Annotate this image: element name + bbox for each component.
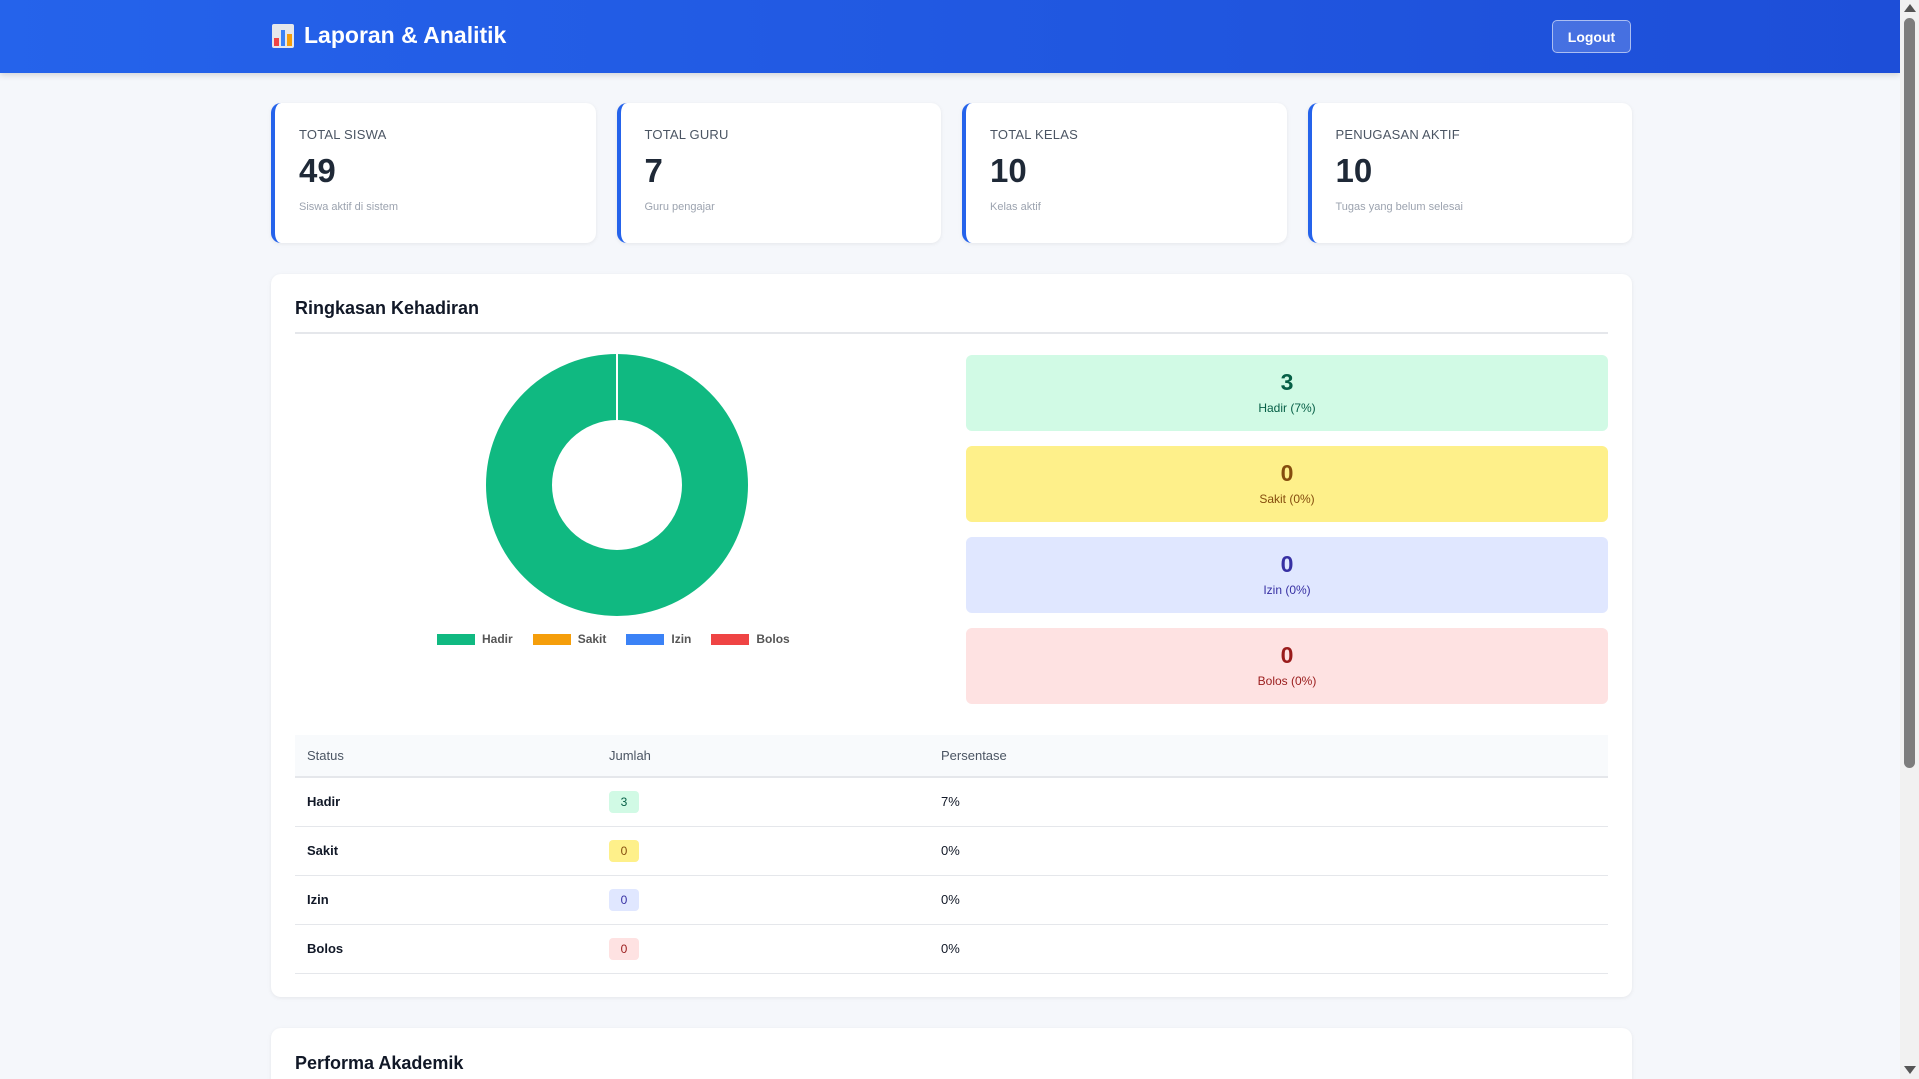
summary-label: Sakit (0%) (1259, 492, 1315, 506)
page-scrollbar[interactable] (1900, 0, 1919, 1079)
stat-subtitle: Siswa aktif di sistem (299, 201, 399, 213)
stat-subtitle: Tugas yang belum selesai (1335, 201, 1463, 213)
attendance-title: Ringkasan Kehadiran (295, 298, 480, 318)
academic-panel: Performa Akademik (271, 1028, 1632, 1079)
stat-card-kelas: TOTAL KELAS 10 Kelas aktif (962, 103, 1287, 243)
stat-card-siswa: TOTAL SISWA 49 Siswa aktif di sistem (271, 103, 596, 243)
divider (295, 332, 1608, 334)
donut-svg (486, 354, 748, 616)
attendance-table: Status Jumlah Persentase Hadir 3 7% Saki… (295, 735, 1608, 974)
summary-value: 0 (1280, 551, 1294, 577)
legend-swatch (626, 633, 665, 645)
summary-value: 3 (1280, 369, 1294, 395)
legend-item-sakit[interactable]: Sakit (532, 632, 607, 646)
row-percent: 7% (929, 777, 1608, 827)
count-badge: 0 (609, 839, 639, 862)
stat-subtitle: Guru pengajar (644, 201, 715, 213)
column-header-status: Status (295, 735, 597, 778)
column-header-persentase: Persentase (929, 735, 1608, 778)
stat-card-penugasan: PENUGASAN AKTIF 10 Tugas yang belum sele… (1307, 103, 1632, 243)
stat-value: 7 (644, 152, 663, 189)
bar-chart-icon (272, 23, 294, 48)
stat-card-guru: TOTAL GURU 7 Guru pengajar (616, 103, 941, 243)
summary-label: Izin (0%) (1263, 583, 1311, 597)
count-badge: 3 (609, 790, 639, 813)
logout-button[interactable]: Logout (1552, 20, 1631, 53)
column-header-jumlah: Jumlah (597, 735, 929, 778)
table-row: Bolos 0 0% (295, 924, 1608, 974)
academic-title: Performa Akademik (295, 1053, 464, 1073)
brand: Laporan & Analitik (272, 22, 506, 49)
summary-bolos: 0 Bolos (0%) (966, 628, 1608, 704)
row-percent: 0% (929, 875, 1608, 925)
table-row: Izin 0 0% (295, 875, 1608, 925)
scroll-up-arrow-icon[interactable] (1904, 4, 1916, 12)
app-header: Laporan & Analitik Logout (0, 0, 1900, 73)
row-status: Bolos (295, 924, 597, 974)
attendance-summary: 3 Hadir (7%) 0 Sakit (0%) 0 Izin (0%) 0 … (966, 355, 1608, 719)
attendance-panel: Ringkasan Kehadiran Hadir Sakit Izin Bolos … (271, 274, 1632, 997)
attendance-donut-chart (486, 354, 748, 616)
stat-label: PENUGASAN AKTIF (1335, 127, 1460, 142)
stat-label: TOTAL KELAS (990, 127, 1078, 142)
row-status: Izin (295, 875, 597, 925)
legend-swatch (711, 633, 750, 645)
legend-item-bolos[interactable]: Bolos (711, 632, 790, 646)
row-status: Hadir (295, 777, 597, 827)
summary-value: 0 (1280, 460, 1294, 486)
summary-sakit: 0 Sakit (0%) (966, 446, 1608, 522)
chart-legend: Hadir Sakit Izin Bolos (437, 632, 790, 646)
legend-label: Hadir (482, 632, 513, 646)
stat-value: 10 (990, 152, 1027, 189)
legend-item-hadir[interactable]: Hadir (437, 632, 513, 646)
summary-label: Bolos (0%) (1257, 674, 1317, 688)
legend-swatch (437, 633, 475, 645)
legend-label: Bolos (756, 632, 790, 646)
scroll-down-arrow-icon[interactable] (1904, 1066, 1916, 1074)
table-row: Sakit 0 0% (295, 826, 1608, 876)
legend-label: Izin (671, 632, 692, 646)
table-header-row: Status Jumlah Persentase (295, 735, 1608, 778)
summary-izin: 0 Izin (0%) (966, 537, 1608, 613)
legend-item-izin[interactable]: Izin (626, 632, 691, 646)
stat-label: TOTAL GURU (644, 127, 729, 142)
page-title: Laporan & Analitik (304, 22, 507, 48)
row-status: Sakit (295, 826, 597, 876)
stats-row: TOTAL SISWA 49 Siswa aktif di sistem TOT… (271, 103, 1632, 243)
row-percent: 0% (929, 924, 1608, 974)
stat-subtitle: Kelas aktif (990, 201, 1041, 213)
stat-label: TOTAL SISWA (299, 127, 387, 142)
table-row: Hadir 3 7% (295, 777, 1608, 827)
legend-swatch (532, 633, 571, 645)
summary-value: 0 (1280, 642, 1294, 668)
scroll-thumb[interactable] (1904, 18, 1915, 768)
summary-hadir: 3 Hadir (7%) (966, 355, 1608, 431)
count-badge: 0 (609, 937, 639, 960)
stat-value: 10 (1335, 152, 1373, 189)
count-badge: 0 (609, 888, 639, 911)
row-percent: 0% (929, 826, 1608, 876)
legend-label: Sakit (577, 632, 607, 646)
summary-label: Hadir (7%) (1258, 401, 1316, 415)
stat-value: 49 (299, 152, 336, 189)
